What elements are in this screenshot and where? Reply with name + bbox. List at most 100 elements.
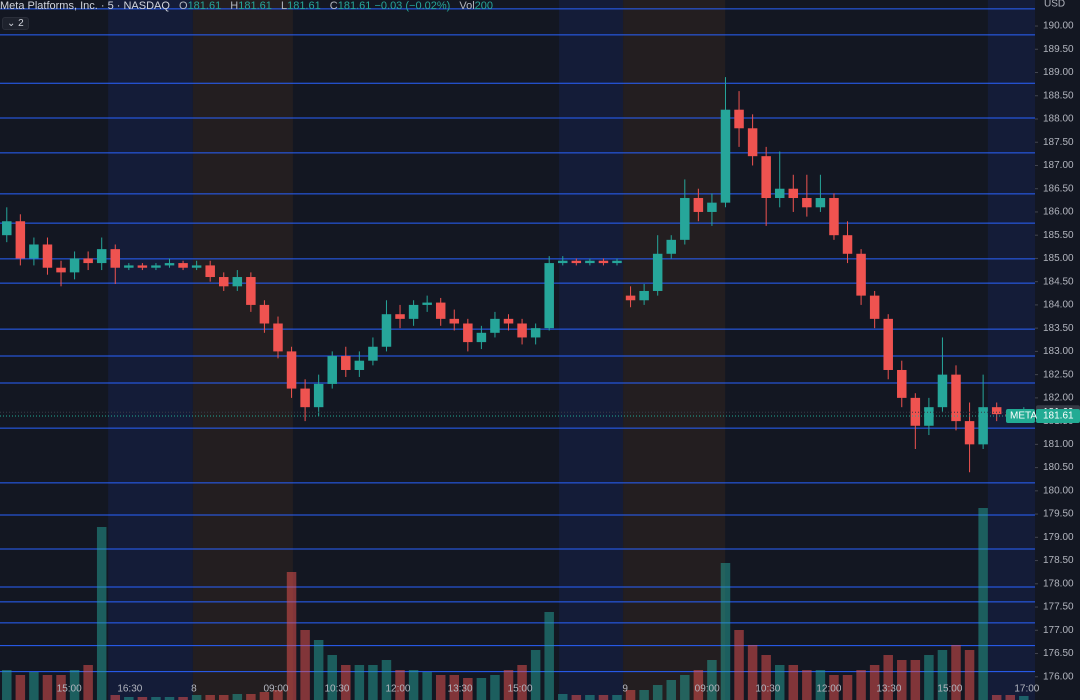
x-tick-label: 16:30 (117, 684, 142, 695)
y-tick-label: 180.50 (1043, 462, 1074, 473)
candle-body (612, 260, 622, 264)
volume-bar (666, 680, 676, 700)
volume-bar (910, 660, 921, 700)
candle-body (897, 369, 907, 398)
candle-body (219, 277, 229, 287)
volume-bar (191, 695, 202, 700)
currency-label: USD (1044, 0, 1065, 10)
candle-body (449, 318, 460, 324)
y-tick-label: 179.50 (1043, 509, 1074, 520)
x-tick-label: 17:00 (1014, 684, 1039, 695)
vol-key: Vol (459, 0, 475, 12)
volume-bar (680, 675, 690, 700)
ohlc-value: 181.61 (287, 0, 321, 12)
candle-body (286, 351, 297, 389)
candle-body (788, 188, 799, 199)
volume-bar (625, 690, 636, 700)
session-band (623, 0, 726, 700)
candle-body (652, 253, 663, 291)
candle-body (585, 260, 595, 264)
session-band (987, 0, 1035, 700)
candle-body (734, 109, 744, 129)
volume-bar (612, 695, 622, 700)
candle-body (829, 198, 839, 236)
x-tick-label: 8 (191, 684, 197, 695)
candle-body (639, 290, 649, 301)
candle-body (341, 356, 351, 370)
ohlc-key: O (179, 0, 188, 12)
volume-bar (137, 697, 148, 700)
volume-bar (720, 563, 731, 700)
volume-bar (422, 672, 432, 700)
volume-bar (83, 665, 93, 700)
volume-bar (598, 695, 609, 700)
x-tick-label: 15:00 (57, 684, 82, 695)
volume-bar (693, 670, 704, 700)
volume-bar (815, 670, 826, 700)
volume-bar (368, 665, 378, 700)
volume-bar (219, 695, 229, 700)
volume-bar (490, 675, 500, 700)
volume-bar (788, 665, 799, 700)
volume-bar (964, 650, 975, 700)
ohlc-key: L (280, 0, 288, 12)
candle-body (978, 407, 988, 445)
volume-bar (978, 508, 988, 700)
candle-body (83, 258, 93, 264)
volume-bar (178, 697, 188, 700)
candle-body (273, 323, 283, 352)
candle-body (327, 356, 337, 384)
volume-bar (707, 660, 717, 700)
price-axis-bg (1035, 0, 1080, 700)
candle-body (313, 383, 324, 408)
volume-bar (856, 670, 866, 700)
candle-body (137, 265, 148, 268)
candle-body (802, 198, 812, 208)
volume-bar (652, 685, 663, 700)
candle-body (246, 277, 256, 305)
ohlc-key: H (230, 0, 239, 12)
candle-body (666, 239, 676, 254)
y-tick-label: 189.50 (1043, 44, 1074, 55)
candle-body (422, 302, 432, 305)
candle-body (707, 202, 717, 212)
volume-bar (110, 695, 121, 700)
volume-bar (232, 694, 243, 700)
volume-bar (991, 695, 1002, 700)
vol-value: 200 (474, 0, 494, 12)
candle-body (680, 198, 690, 240)
y-tick-label: 188.00 (1043, 114, 1074, 125)
candle-body (381, 314, 392, 347)
collapse-button[interactable]: ⌄ 2 (2, 17, 29, 30)
y-tick-label: 184.00 (1043, 300, 1074, 311)
y-tick-label: 186.50 (1043, 183, 1074, 194)
candle-body (476, 332, 487, 343)
candle-body (463, 323, 473, 343)
session-band (559, 0, 624, 700)
volume-bar (273, 690, 283, 700)
volume-bar (774, 665, 785, 700)
candle-body (69, 258, 80, 273)
volume-bar (517, 665, 527, 700)
volume-bar (56, 675, 66, 700)
y-tick-label: 189.00 (1043, 67, 1074, 78)
candle-body (96, 249, 107, 264)
candle-body (124, 265, 134, 268)
candle-body (937, 374, 948, 408)
volume-bar (124, 697, 134, 700)
candle-body (29, 244, 39, 259)
volume-bar (96, 527, 107, 700)
candle-body (15, 221, 26, 259)
change: −0.03 (−0.02%) (374, 0, 451, 12)
y-tick-label: 176.00 (1043, 671, 1074, 682)
volume-bar (883, 655, 893, 700)
x-tick-label: 15:00 (937, 684, 962, 695)
candle-body (761, 156, 771, 199)
volume-bar (42, 675, 53, 700)
candle-body (56, 267, 66, 273)
candle-body (42, 244, 53, 268)
ohlc-value: 181.61 (238, 0, 272, 12)
symbol[interactable]: Meta Platforms, Inc. · 5 · NASDAQ (0, 0, 170, 12)
volume-bar (463, 678, 473, 700)
